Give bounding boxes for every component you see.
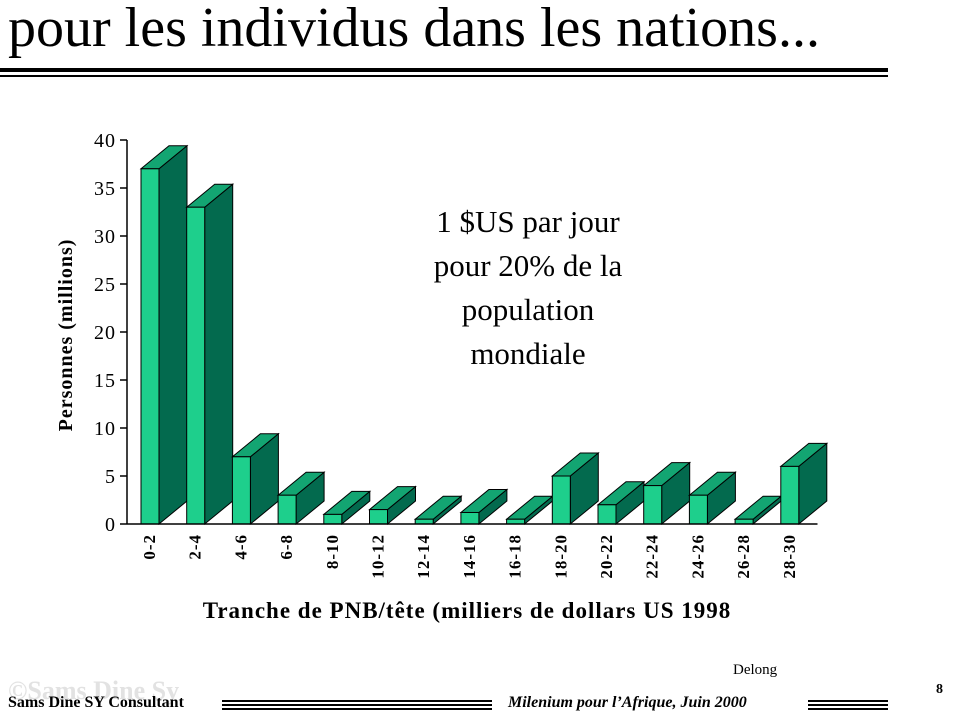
bar-front-face <box>277 494 297 525</box>
x-tick-label: 16-18 <box>506 534 525 579</box>
bar <box>231 432 280 526</box>
bar <box>642 461 692 526</box>
page-number: 8 <box>936 682 943 697</box>
chart-annotation: 1 $US par jour pour 20% de la population… <box>390 200 666 376</box>
bar-front-face <box>186 206 206 525</box>
title-underline-thin <box>0 75 888 77</box>
bar <box>322 490 372 526</box>
annotation-line: 1 $US par jour <box>436 204 620 239</box>
footer-right-text: Milenium pour l’Afrique, Juin 2000 <box>508 694 747 711</box>
footer-rule <box>222 708 492 710</box>
bar <box>505 495 554 526</box>
bar <box>413 495 463 526</box>
y-tick-labels: 0 5 10 15 20 25 30 35 40 <box>94 130 116 536</box>
bar <box>688 471 737 526</box>
y-tick-label: 15 <box>94 370 116 392</box>
bar <box>550 451 600 526</box>
annotation-line: mondiale <box>470 336 586 371</box>
bar <box>185 183 235 526</box>
bar-front-face <box>597 504 617 525</box>
bar <box>733 495 783 526</box>
x-tick-label: 24-26 <box>688 534 707 579</box>
y-tick-label: 20 <box>94 322 116 344</box>
x-tick-label: 8-10 <box>323 534 342 569</box>
footer-rule <box>808 708 888 710</box>
x-tick-label: 2-4 <box>186 534 205 560</box>
bar-front-face <box>140 168 160 525</box>
bar <box>779 442 829 526</box>
x-tick-labels: 0-2 2-4 4-6 6-8 8-10 10-12 12-14 14-16 16-18 18-2… <box>140 534 799 579</box>
y-tick-label: 5 <box>105 466 116 488</box>
x-tick-label: 12-14 <box>414 534 433 579</box>
bar <box>276 471 326 526</box>
slide-title: pour les individus dans les nations... <box>8 0 820 59</box>
y-tick-label: 0 <box>105 514 116 536</box>
watermark: ©Sams Dine Sy <box>8 676 180 705</box>
y-axis-label: Personnes (millions) <box>55 239 77 432</box>
footer-rule <box>222 700 492 702</box>
source-credit: Delong <box>733 662 778 678</box>
x-tick-label: 6-8 <box>277 534 296 560</box>
bar-side-face <box>204 183 234 526</box>
bar <box>459 488 509 526</box>
footer-left-text: Sams Dine SY Consultant <box>8 694 184 711</box>
y-tick-label: 35 <box>94 178 116 200</box>
bar-front-face <box>323 513 343 525</box>
bar-front-face <box>231 456 251 525</box>
x-tick-label: 10-12 <box>369 534 388 579</box>
x-tick-label: 26-28 <box>734 534 753 579</box>
x-tick-label: 28-30 <box>780 534 799 579</box>
x-tick-label: 18-20 <box>551 534 570 579</box>
bar-front-face <box>460 511 480 525</box>
bar <box>368 485 417 526</box>
title-underline-thick <box>0 68 888 72</box>
footer-rule <box>808 704 888 706</box>
x-tick-label: 20-22 <box>597 534 616 579</box>
bar-side-face <box>158 144 188 526</box>
bar-front-face <box>551 475 571 525</box>
bar-group <box>139 144 829 526</box>
bar <box>139 144 189 526</box>
x-tick-label: 4-6 <box>231 534 250 560</box>
footer-rule <box>222 704 492 706</box>
y-tick-label: 25 <box>94 274 116 296</box>
x-tick-label: 22-24 <box>643 534 662 579</box>
y-tick-label: 30 <box>94 226 116 248</box>
x-tick-label: 0-2 <box>140 534 159 560</box>
bar <box>596 480 646 526</box>
bar-front-face <box>688 494 708 525</box>
x-tick-label: 14-16 <box>460 534 479 579</box>
y-tick-label: 10 <box>94 418 116 440</box>
x-axis-label: Tranche de PNB/tête (milliers de dollars… <box>203 598 732 623</box>
bar-front-face <box>369 509 388 525</box>
bar-front-face <box>780 465 800 525</box>
y-tick-label: 40 <box>94 130 116 152</box>
footer-rule <box>808 700 888 702</box>
chart-axes <box>120 139 818 525</box>
annotation-line: pour 20% de la <box>433 248 623 283</box>
annotation-line: population <box>461 292 595 327</box>
bar-front-face <box>643 485 663 525</box>
